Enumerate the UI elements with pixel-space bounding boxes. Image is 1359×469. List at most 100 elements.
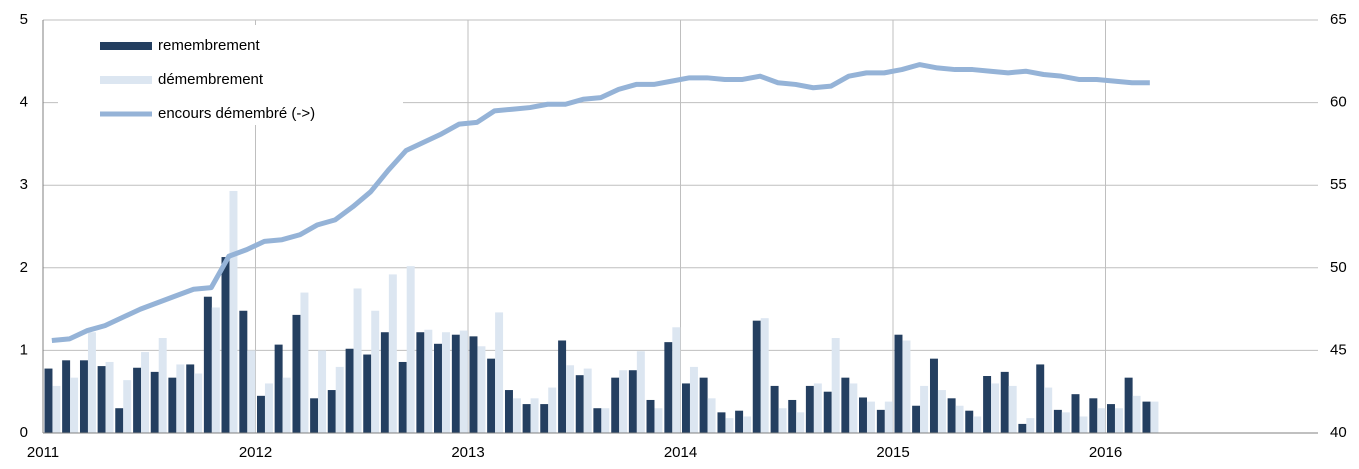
bar	[141, 352, 150, 433]
y2-tick-label: 55	[1330, 176, 1347, 193]
bar	[247, 350, 256, 433]
bar	[849, 383, 858, 433]
x-tick-label: 2014	[664, 444, 697, 461]
y-tick-label: 3	[20, 176, 28, 193]
bar	[707, 398, 716, 433]
bar	[813, 383, 822, 433]
legend-swatch	[100, 42, 152, 50]
bar	[70, 377, 79, 433]
bar	[636, 351, 645, 433]
bar	[902, 340, 911, 433]
bar	[1053, 409, 1062, 433]
bar	[495, 312, 504, 433]
bar	[548, 387, 557, 433]
bar	[540, 404, 549, 433]
bar	[884, 401, 893, 433]
bar	[770, 385, 779, 433]
bar	[566, 365, 575, 433]
bar	[672, 327, 681, 433]
bar	[1124, 377, 1133, 433]
bar	[1000, 371, 1009, 433]
bar	[735, 410, 744, 433]
bar	[831, 338, 840, 433]
bar	[689, 366, 698, 433]
bar	[778, 408, 787, 433]
y-tick-label: 0	[20, 424, 28, 441]
bar	[186, 364, 195, 433]
bar	[487, 358, 496, 433]
bar	[947, 398, 956, 433]
bar	[406, 266, 415, 433]
bar	[912, 405, 921, 433]
y2-tick-label: 50	[1330, 259, 1347, 276]
bar	[1079, 416, 1088, 433]
bar	[788, 399, 797, 433]
bar	[1150, 401, 1159, 433]
bar	[760, 318, 769, 433]
bar	[239, 310, 248, 433]
bar	[459, 330, 468, 433]
bar	[654, 408, 663, 433]
bar	[292, 314, 301, 433]
bar	[929, 358, 938, 433]
x-tick-label: 2015	[876, 444, 909, 461]
bar	[743, 416, 752, 433]
bar	[664, 342, 673, 433]
bar	[211, 307, 220, 433]
bar	[965, 410, 974, 433]
bar	[752, 320, 761, 433]
bar	[345, 348, 354, 433]
bar	[955, 405, 964, 433]
x-tick-label: 2011	[27, 444, 59, 461]
y2-tick-label: 40	[1330, 424, 1347, 441]
bar	[176, 364, 185, 433]
bar	[1018, 423, 1027, 433]
bar	[1107, 404, 1115, 433]
bar	[229, 190, 238, 433]
bar	[264, 383, 273, 433]
bar	[646, 399, 655, 433]
bar	[380, 332, 389, 433]
bar	[477, 346, 486, 433]
y-tick-label: 1	[20, 341, 28, 358]
bar	[194, 373, 203, 433]
bar	[876, 409, 885, 433]
y2-tick-label: 65	[1330, 11, 1347, 28]
bar	[424, 329, 433, 433]
bar	[973, 416, 982, 433]
bar	[894, 334, 903, 433]
bar	[52, 385, 61, 433]
bar	[150, 371, 159, 433]
bar	[398, 361, 407, 433]
bar	[388, 274, 397, 433]
bar	[530, 398, 539, 433]
bar	[699, 377, 708, 433]
bar	[991, 383, 1000, 433]
bar	[601, 408, 610, 433]
bar	[62, 360, 71, 433]
bar	[983, 376, 992, 433]
bar	[937, 390, 946, 433]
bar	[1071, 394, 1080, 433]
bar	[628, 370, 637, 433]
bar	[168, 377, 177, 433]
bar	[97, 366, 106, 433]
bar	[371, 310, 380, 433]
bar	[619, 370, 628, 433]
bar	[504, 390, 513, 433]
legend-label: démembrement	[158, 71, 264, 88]
bar	[1044, 387, 1053, 433]
bar	[611, 377, 620, 433]
bar	[717, 412, 726, 433]
bar	[920, 385, 929, 433]
bar	[158, 338, 167, 433]
bar	[44, 368, 53, 433]
y-tick-label: 2	[20, 259, 28, 276]
bar	[115, 408, 124, 433]
bar	[522, 404, 531, 433]
bar	[203, 296, 212, 433]
bar	[469, 336, 478, 433]
bar	[87, 332, 96, 433]
bar	[282, 377, 291, 433]
